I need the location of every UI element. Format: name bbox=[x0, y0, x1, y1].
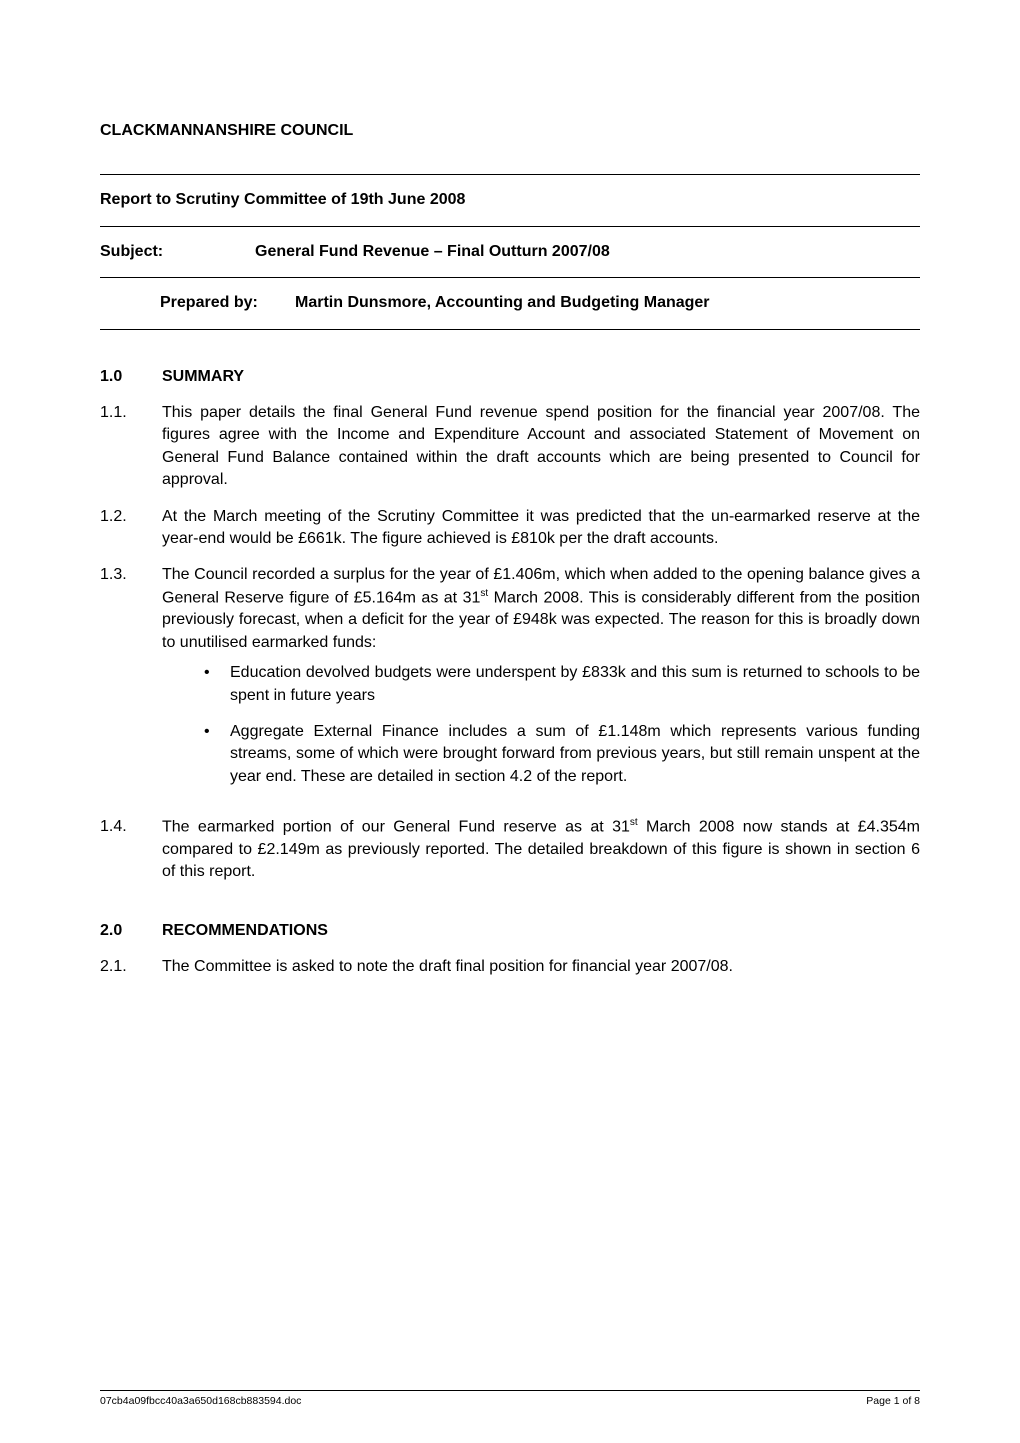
para-1-4: 1.4. The earmarked portion of our Genera… bbox=[100, 816, 920, 884]
page-footer: 07cb4a09fbcc40a3a650d168cb883594.doc Pag… bbox=[100, 1390, 920, 1409]
section-num: 1.0 bbox=[100, 366, 162, 388]
para-body: At the March meeting of the Scrutiny Com… bbox=[162, 506, 920, 551]
prepared-by-row: Prepared by: Martin Dunsmore, Accounting… bbox=[100, 278, 920, 328]
prepared-by-value: Martin Dunsmore, Accounting and Budgetin… bbox=[295, 292, 710, 314]
subject-value: General Fund Revenue – Final Outturn 200… bbox=[255, 241, 610, 263]
section-heading: 2.0 RECOMMENDATIONS bbox=[100, 920, 920, 942]
footer-filename: 07cb4a09fbcc40a3a650d168cb883594.doc bbox=[100, 1394, 301, 1409]
doc-header: CLACKMANNANSHIRE COUNCIL Report to Scrut… bbox=[100, 120, 920, 330]
para-num: 1.3. bbox=[100, 564, 162, 802]
para-body: The Committee is asked to note the draft… bbox=[162, 956, 920, 978]
para-num: 2.1. bbox=[100, 956, 162, 978]
section-heading: 1.0 SUMMARY bbox=[100, 366, 920, 388]
bullet-list: Education devolved budgets were underspe… bbox=[204, 662, 920, 788]
list-item: Aggregate External Finance includes a su… bbox=[204, 721, 920, 788]
rule-4 bbox=[100, 329, 920, 330]
list-item: Education devolved budgets were underspe… bbox=[204, 662, 920, 707]
footer-row: 07cb4a09fbcc40a3a650d168cb883594.doc Pag… bbox=[100, 1394, 920, 1409]
para-num: 1.2. bbox=[100, 506, 162, 551]
para-1-2: 1.2. At the March meeting of the Scrutin… bbox=[100, 506, 920, 551]
prepared-by-label: Prepared by: bbox=[160, 292, 295, 314]
para-body: This paper details the final General Fun… bbox=[162, 402, 920, 492]
section-title: SUMMARY bbox=[162, 366, 244, 388]
para-2-1: 2.1. The Committee is asked to note the … bbox=[100, 956, 920, 978]
subject-row: Subject: General Fund Revenue – Final Ou… bbox=[100, 227, 920, 277]
footer-rule bbox=[100, 1390, 920, 1391]
para-num: 1.4. bbox=[100, 816, 162, 884]
para-1-3: 1.3. The Council recorded a surplus for … bbox=[100, 564, 920, 802]
para-num: 1.1. bbox=[100, 402, 162, 492]
superscript: st bbox=[480, 588, 488, 599]
subject-label: Subject: bbox=[100, 241, 255, 263]
section-title: RECOMMENDATIONS bbox=[162, 920, 328, 942]
report-to: Report to Scrutiny Committee of 19th Jun… bbox=[100, 175, 920, 225]
section-num: 2.0 bbox=[100, 920, 162, 942]
para-text-pre: The earmarked portion of our General Fun… bbox=[162, 818, 630, 835]
para-1-1: 1.1. This paper details the final Genera… bbox=[100, 402, 920, 492]
para-body: The earmarked portion of our General Fun… bbox=[162, 816, 920, 884]
para-body: The Council recorded a surplus for the y… bbox=[162, 564, 920, 802]
org-title: CLACKMANNANSHIRE COUNCIL bbox=[100, 120, 920, 142]
footer-page-number: Page 1 of 8 bbox=[866, 1394, 920, 1409]
superscript: st bbox=[630, 817, 638, 828]
